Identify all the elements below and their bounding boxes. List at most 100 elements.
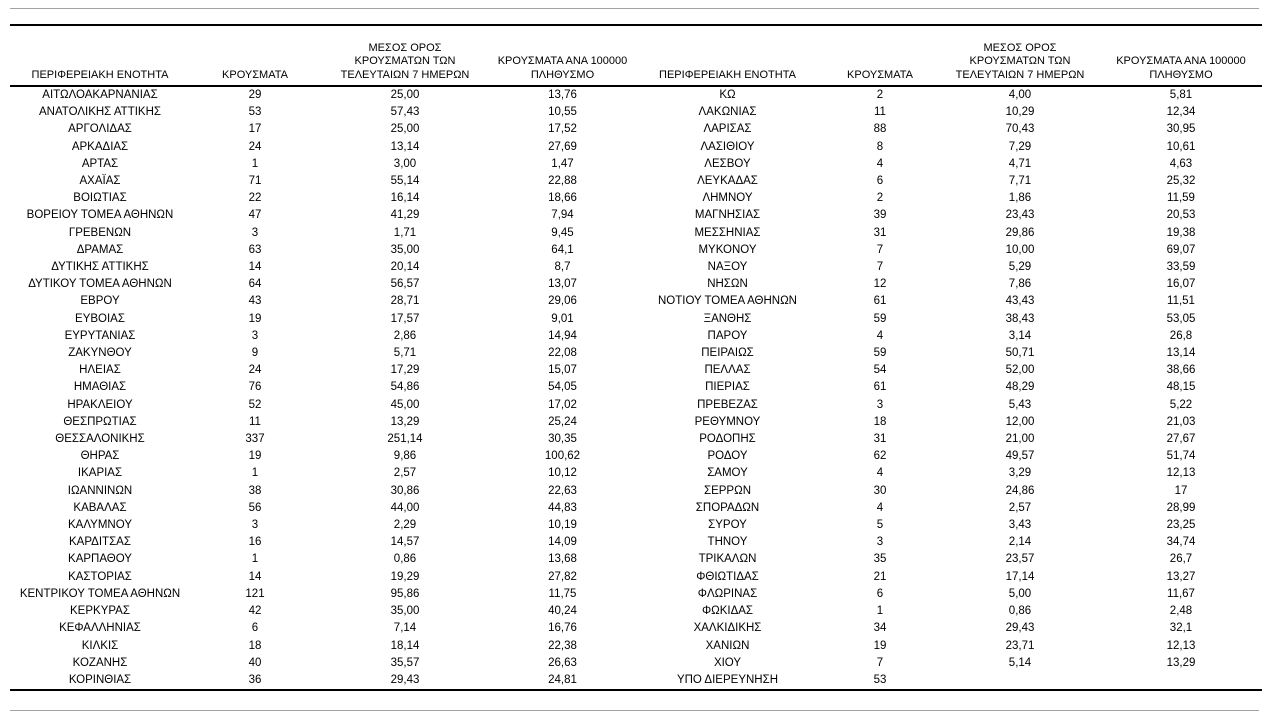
value-cell: 3 — [251, 519, 259, 532]
value-cell: 25,00 — [390, 123, 420, 136]
value-cell: 5,29 — [1008, 261, 1032, 274]
value-cell: 35,00 — [390, 243, 420, 256]
table-row: ΑΙΤΩΛΟΑΚΑΡΝΑΝΙΑΣ 29 25,00 13,76 ΚΩ 2 4,00 5,81 — [10, 86, 1262, 104]
table-row: ΔΥΤΙΚΟΥ ΤΟΜΕΑ ΑΘΗΝΩΝ 64 56,57 13,07 ΝΗΣΩΝ 12 7… — [10, 276, 1262, 293]
value-cell: 2,86 — [393, 329, 417, 342]
value-cell: 57,43 — [390, 106, 420, 119]
value-cell: 23,25 — [1166, 519, 1196, 532]
region-cell: ΓΡΕΒΕΝΩΝ — [68, 226, 132, 239]
region-cell: ΔΡΑΜΑΣ — [76, 243, 124, 256]
region-cell: ΛΗΜΝΟΥ — [702, 192, 753, 205]
value-cell: 5 — [876, 519, 884, 532]
value-cell: 13,29 — [1166, 656, 1196, 669]
value-cell: 43 — [248, 295, 262, 308]
value-cell: 9,86 — [393, 450, 417, 463]
region-cell: ΑΧΑΪΑΣ — [79, 175, 121, 188]
table-row: ΕΥΡΥΤΑΝΙΑΣ 3 2,86 14,94 ΠΑΡΟΥ 4 3,14 26,8 — [10, 328, 1262, 345]
table-row: ΔΡΑΜΑΣ 63 35,00 64,1 ΜΥΚΟΝΟΥ 7 10,00 69,07 — [10, 242, 1262, 259]
header-cases-right: ΚΡΟΥΣΜΑΤΑ — [820, 25, 940, 87]
header-per100k-left-line1: ΚΡΟΥΣΜΑΤΑ ΑΝΑ 100000 — [497, 55, 628, 67]
value-cell: 6 — [876, 587, 884, 600]
table-row: ΑΡΓΟΛΙΔΑΣ 17 25,00 17,52 ΛΑΡΙΣΑΣ 88 70,43 30,95 — [10, 121, 1262, 138]
value-cell: 38,43 — [1005, 312, 1035, 325]
value-cell: 3,00 — [393, 157, 417, 170]
header-avg7-right-line2: ΚΡΟΥΣΜΑΤΩΝ ΤΩΝ — [969, 55, 1071, 67]
value-cell: 4 — [876, 329, 884, 342]
region-cell: ΜΑΓΝΗΣΙΑΣ — [694, 209, 761, 222]
value-cell: 7,71 — [1008, 175, 1032, 188]
value-cell: 19 — [248, 450, 262, 463]
value-cell: 20,14 — [390, 261, 420, 274]
value-cell: 18 — [873, 415, 887, 428]
value-cell: 2,14 — [1008, 536, 1032, 549]
table-row: ΚΙΛΚΙΣ 18 18,14 22,38 ΧΑΝΙΩΝ 19 23,71 12,13 — [10, 638, 1262, 655]
value-cell: 59 — [873, 312, 887, 325]
value-cell: 22,63 — [548, 484, 577, 497]
value-cell: 9,01 — [551, 312, 574, 325]
value-cell: 30,86 — [390, 484, 420, 497]
value-cell: 9 — [251, 347, 259, 360]
region-cell: ΧΙΟΥ — [713, 656, 742, 669]
value-cell — [1100, 671, 1262, 692]
value-cell: 7,86 — [1008, 278, 1032, 291]
region-cell: ΤΗΝΟΥ — [707, 536, 748, 549]
value-cell: 1,47 — [551, 157, 574, 170]
region-cell: ΣΑΜΟΥ — [707, 467, 748, 480]
region-cell: ΚΑΡΔΙΤΣΑΣ — [69, 536, 131, 549]
region-cell: ΡΟΔΟΥ — [707, 450, 748, 463]
value-cell: 49,57 — [1005, 450, 1035, 463]
value-cell: 14,94 — [548, 329, 577, 342]
region-cell: ΚΕΡΚΥΡΑΣ — [70, 605, 130, 618]
value-cell: 13,27 — [1166, 570, 1196, 583]
value-cell: 55,14 — [390, 175, 420, 188]
region-cell: ΔΥΤΙΚΗΣ ΑΤΤΙΚΗΣ — [51, 261, 149, 274]
table-body: ΑΙΤΩΛΟΑΚΑΡΝΑΝΙΑΣ 29 25,00 13,76 ΚΩ 2 4,00 5,81 Α… — [10, 86, 1262, 692]
value-cell: 53,05 — [1166, 312, 1196, 325]
table-row: ΚΕΦΑΛΛΗΝΙΑΣ 6 7,14 16,76 ΧΑΛΚΙΔΙΚΗΣ 34 29,43 32… — [10, 620, 1262, 637]
table-row: ΑΡΤΑΣ 1 3,00 1,47 ΛΕΣΒΟΥ 4 4,71 4,63 — [10, 156, 1262, 173]
value-cell: 10,29 — [1005, 106, 1035, 119]
value-cell: 30,35 — [548, 433, 577, 446]
value-cell: 53 — [248, 106, 262, 119]
value-cell: 28,71 — [390, 295, 420, 308]
header-per100k-left-line2: ΠΛΗΘΥΣΜΟ — [530, 68, 595, 81]
value-cell: 11,67 — [1167, 587, 1195, 600]
region-cell: ΒΟΡΕΙΟΥ ΤΟΜΕΑ ΑΘΗΝΩΝ — [26, 209, 174, 222]
table-row: ΗΜΑΘΙΑΣ 76 54,86 54,05 ΠΙΕΡΙΑΣ 61 48,29 48,15 — [10, 379, 1262, 396]
value-cell: 6 — [251, 622, 259, 635]
header-row: ΠΕΡΙΦΕΡΕΙΑΚΗ ΕΝΟΤΗΤΑ ΚΡΟΥΣΜΑΤΑ ΜΕΣΟΣ ΟΡΟ… — [10, 25, 1262, 87]
value-cell: 31 — [873, 226, 887, 239]
region-cell: ΦΩΚΙΔΑΣ — [701, 605, 754, 618]
value-cell: 4 — [876, 157, 884, 170]
value-cell: 18 — [248, 639, 262, 652]
header-cases-left: ΚΡΟΥΣΜΑΤΑ — [190, 25, 320, 87]
value-cell: 17,29 — [390, 364, 420, 377]
value-cell: 61 — [873, 381, 887, 394]
value-cell: 3 — [876, 398, 884, 411]
table-row: ΕΥΒΟΙΑΣ 19 17,57 9,01 ΞΑΝΘΗΣ 59 38,43 53,05 — [10, 311, 1262, 328]
header-region-right: ΠΕΡΙΦΕΡΕΙΑΚΗ ΕΝΟΤΗΤΑ — [635, 25, 820, 87]
top-divider — [10, 8, 1259, 9]
value-cell: 0,86 — [393, 553, 417, 566]
value-cell: 13,29 — [390, 415, 420, 428]
region-cell: ΚΟΡΙΝΘΙΑΣ — [10, 671, 190, 692]
header-avg7-left-line2: ΚΡΟΥΣΜΑΤΩΝ ΤΩΝ — [354, 55, 456, 67]
value-cell: 5,71 — [393, 347, 417, 360]
value-cell: 40,24 — [548, 605, 577, 618]
table-row: ΑΝΑΤΟΛΙΚΗΣ ΑΤΤΙΚΗΣ 53 57,43 10,55 ΛΑΚΩΝΙΑΣ 11… — [10, 104, 1262, 121]
value-cell: 52,00 — [1005, 364, 1035, 377]
value-cell: 4 — [876, 501, 884, 514]
header-avg7-left-line1: ΜΕΣΟΣ ΟΡΟΣ — [368, 41, 442, 54]
value-cell: 12 — [873, 278, 887, 291]
region-cell: ΖΑΚΥΝΘΟΥ — [68, 347, 132, 360]
value-cell: 30 — [873, 484, 887, 497]
value-cell: 10,00 — [1005, 243, 1035, 256]
value-cell: 64,1 — [551, 243, 574, 256]
value-cell: 29 — [248, 89, 262, 101]
region-cell: ΝΗΣΩΝ — [707, 278, 748, 291]
value-cell: 21,03 — [1166, 415, 1196, 428]
value-cell: 14,09 — [548, 536, 577, 549]
value-cell: 2 — [876, 89, 884, 101]
region-cell: ΣΠΟΡΑΔΩΝ — [695, 501, 760, 514]
value-cell: 24 — [248, 364, 262, 377]
